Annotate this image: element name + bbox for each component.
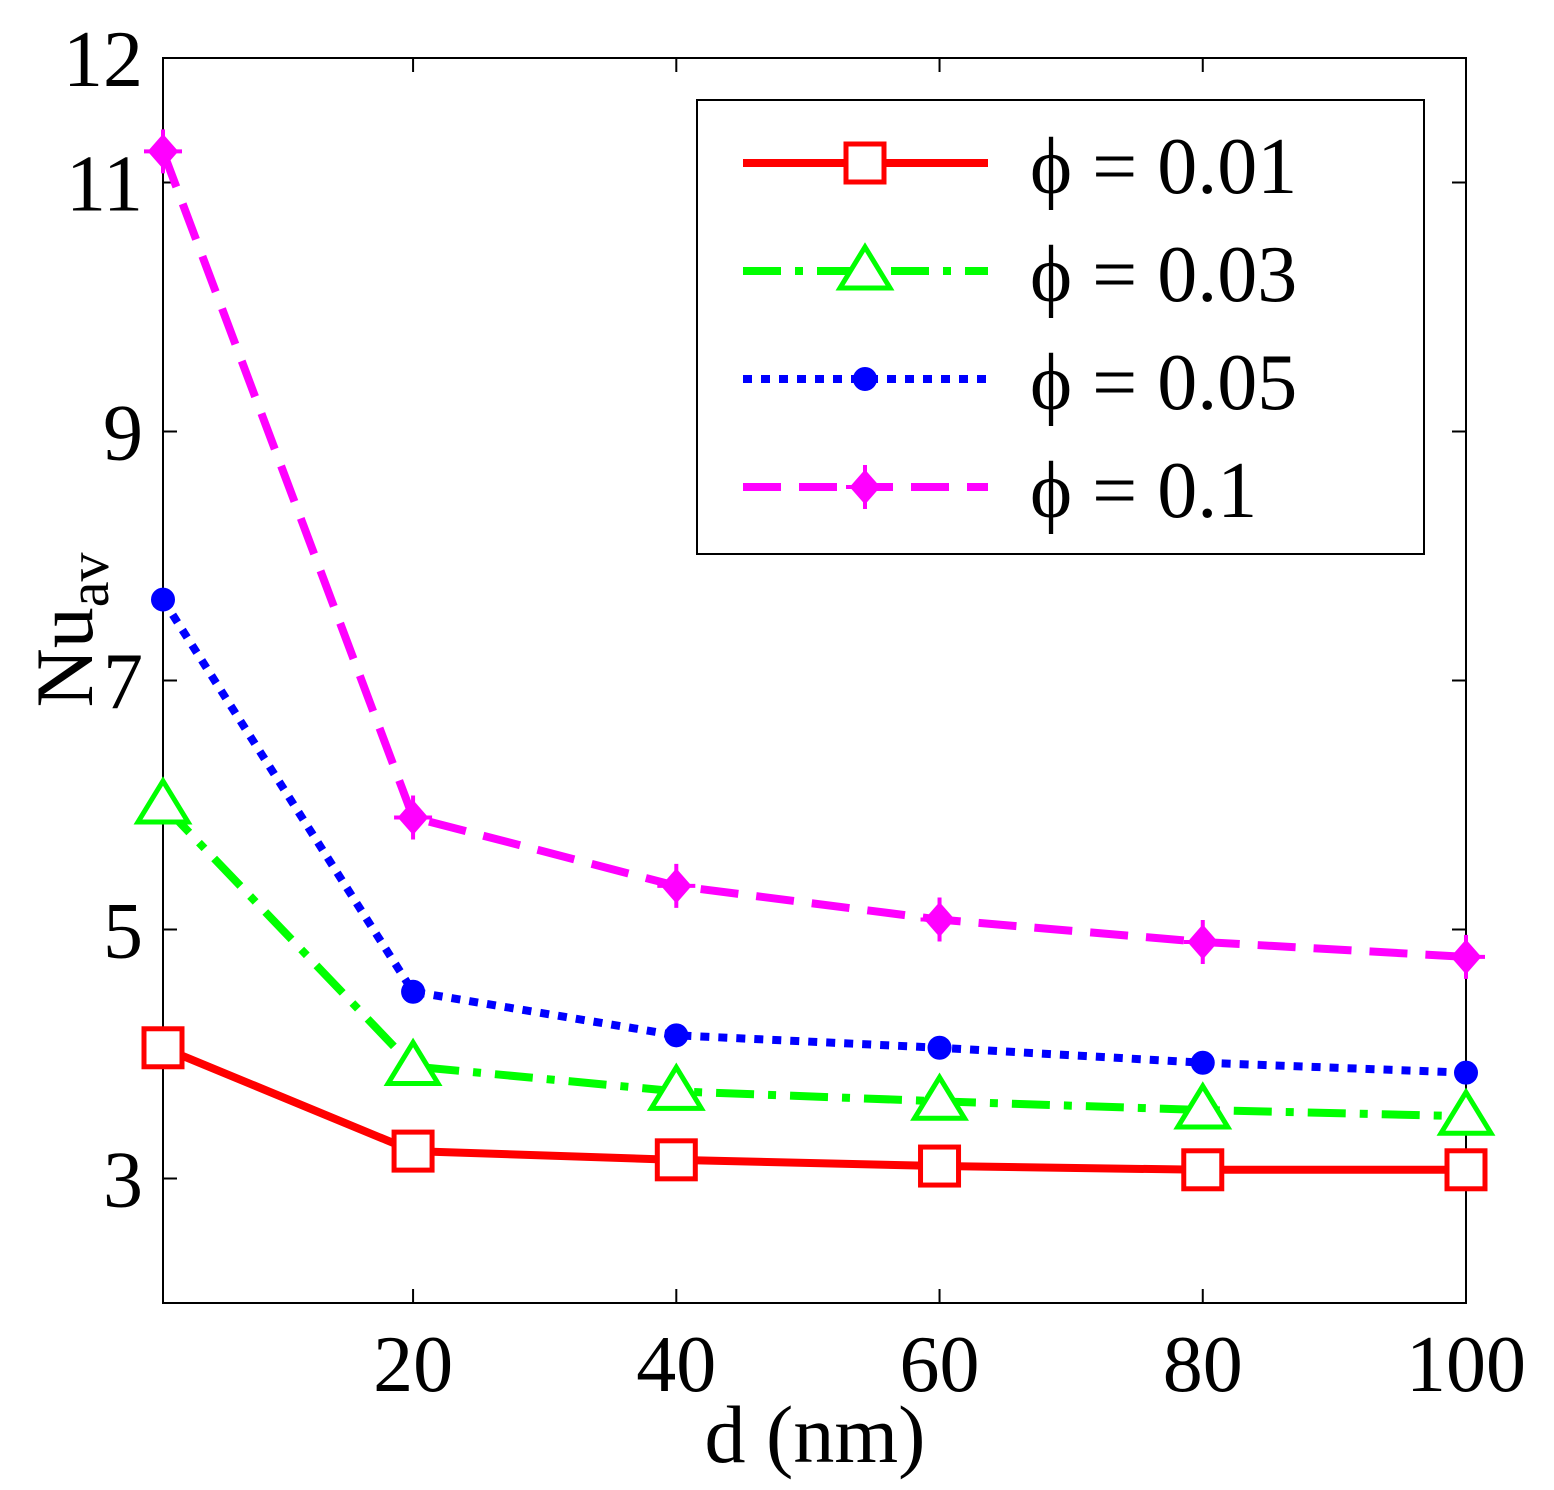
data-point: [654, 1138, 698, 1182]
data-point: [927, 1035, 952, 1060]
series-1-line: [161, 1044, 1466, 1174]
y-tick-label: 12: [63, 16, 143, 104]
y-axis-label: Nuav: [19, 553, 121, 708]
legend-label: ϕ = 0.01: [1030, 123, 1297, 211]
y-tick-label: 7: [103, 639, 143, 727]
legend-swatch-marker: [843, 141, 887, 185]
data-point: [664, 1023, 689, 1048]
series-2: [133, 776, 1496, 1136]
y-tick-label: 3: [103, 1137, 143, 1225]
legend-entry-4: ϕ = 0.1: [743, 447, 1257, 535]
series-layer: [133, 129, 1496, 1192]
data-point: [1183, 919, 1222, 964]
x-tick-label: 60: [900, 1321, 980, 1409]
data-point: [918, 1144, 962, 1188]
series-2-line: [160, 802, 1467, 1121]
data-point: [1436, 1087, 1496, 1136]
data-point: [1181, 1148, 1225, 1192]
data-point: [1190, 1050, 1215, 1075]
data-point: [1444, 1148, 1488, 1192]
data-point: [141, 1026, 185, 1070]
legend-label: ϕ = 0.03: [1030, 231, 1297, 319]
legend: ϕ = 0.01 ϕ = 0.03 ϕ = 0.05 ϕ = 0.1: [696, 99, 1425, 555]
data-point: [910, 1072, 969, 1121]
data-point: [383, 1037, 443, 1086]
legend-swatch-marker: [835, 242, 895, 291]
data-point: [133, 776, 193, 825]
y-tick-label: 9: [103, 390, 143, 478]
x-tick-label: 40: [636, 1321, 716, 1409]
data-point: [1447, 934, 1485, 979]
legend-entry-3: ϕ = 0.05: [743, 339, 1297, 427]
series-4-line: [159, 149, 1467, 961]
data-point: [144, 129, 182, 174]
y-tick-label: 5: [103, 888, 143, 976]
y-tick-label: 11: [66, 141, 143, 229]
series-3-line: [159, 597, 1467, 1077]
data-point: [657, 863, 696, 908]
data-point: [1173, 1081, 1233, 1130]
data-point: [391, 1129, 435, 1173]
legend-box: [696, 99, 1425, 555]
x-axis-label: d (nm): [705, 1389, 926, 1480]
axis-ticks: 20 40 60 80 100 3 5 7 9 11 12: [63, 16, 1526, 1409]
series-1: [141, 1026, 1488, 1192]
data-point: [394, 795, 433, 840]
legend-label: ϕ = 0.1: [1030, 447, 1257, 535]
legend-swatch-marker: [846, 465, 884, 509]
data-point: [646, 1062, 706, 1111]
data-point: [401, 979, 426, 1004]
data-point: [1454, 1060, 1478, 1085]
legend-entry-2: ϕ = 0.03: [743, 231, 1297, 319]
legend-entry-1: ϕ = 0.01: [743, 123, 1297, 211]
data-point: [151, 587, 175, 612]
series-3: [151, 587, 1478, 1085]
x-tick-label: 100: [1406, 1321, 1526, 1409]
x-tick-label: 80: [1163, 1321, 1243, 1409]
series-4: [144, 129, 1485, 979]
legend-swatch-marker: [853, 367, 877, 391]
x-tick-label: 20: [373, 1321, 453, 1409]
y-axis-label-subscript: av: [56, 553, 121, 608]
y-axis-label-main: Nu: [19, 607, 110, 707]
data-point: [920, 897, 959, 942]
legend-label: ϕ = 0.05: [1030, 339, 1297, 427]
